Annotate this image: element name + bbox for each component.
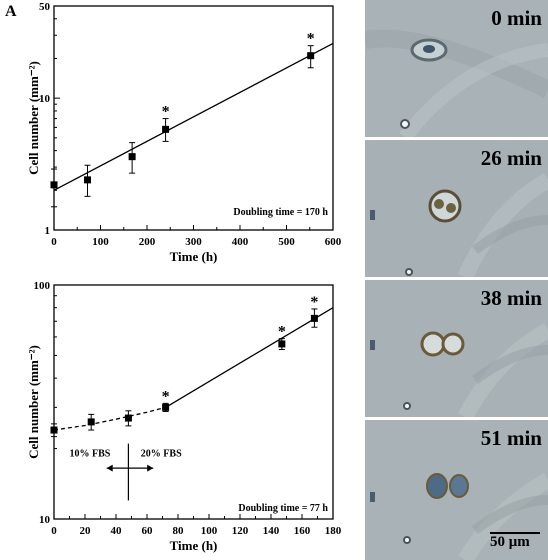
x-tick-label: 140 [263, 525, 280, 537]
data-point [128, 153, 136, 161]
x-tick-label: 500 [278, 236, 295, 248]
micrograph-1-image [365, 140, 548, 277]
panel-a-letter: A [5, 3, 17, 20]
micrograph-divider [365, 137, 548, 140]
significance-mark: * [162, 388, 170, 405]
x-tick-label: 0 [51, 525, 57, 537]
micrograph-2-image [365, 280, 548, 417]
data-point [83, 176, 91, 184]
micrograph-1-time: 26 min [480, 146, 542, 170]
data-point [87, 418, 95, 426]
y-axis-label: Cell number (mm⁻²) [26, 61, 41, 175]
y-tick-label: 10 [39, 514, 51, 526]
x-tick-label: 180 [325, 525, 342, 537]
plot-frame [53, 5, 334, 231]
x-tick-label: 0 [51, 236, 57, 248]
significance-mark: * [310, 294, 318, 311]
doubling-time-annotation: Doubling time = 77 h [238, 503, 328, 514]
y-tick-label: 1 [45, 225, 51, 237]
significance-mark: * [162, 104, 170, 121]
micrograph-3-time: 51 min [480, 426, 542, 450]
fit-line [165, 307, 334, 408]
micrograph-divider [365, 277, 548, 280]
x-tick-label: 40 [111, 525, 123, 537]
data-point [50, 181, 58, 189]
micrograph-divider [365, 417, 548, 420]
doubling-time-annotation: Doubling time = 170 h [233, 207, 328, 218]
micrograph-1: 26 min [365, 140, 548, 277]
fit-line [53, 406, 166, 431]
data-point [162, 125, 170, 133]
x-tick-label: 100 [92, 236, 109, 248]
arrowhead-right [147, 464, 154, 472]
condition-right-label: 20% FBS [141, 448, 182, 459]
x-axis-label: Time (h) [170, 249, 218, 264]
data-point [162, 403, 170, 411]
x-tick-label: 100 [201, 525, 218, 537]
x-axis-label: Time (h) [170, 538, 218, 553]
y-tick-label: 50 [39, 1, 51, 13]
y-tick-label: 100 [34, 280, 51, 292]
x-tick-label: 600 [325, 236, 342, 248]
x-tick-label: 60 [142, 525, 154, 537]
x-tick-label: 300 [185, 236, 202, 248]
data-point [50, 426, 58, 434]
scale-bar-line [490, 532, 540, 534]
arrowhead-left [106, 464, 113, 472]
x-tick-label: 120 [232, 525, 249, 537]
x-tick-label: 400 [232, 236, 249, 248]
scale-bar-label: 50 μm [490, 534, 530, 550]
condition-left-label: 10% FBS [70, 448, 111, 459]
data-point [310, 314, 318, 322]
data-point [278, 340, 286, 348]
micrograph-0-image [365, 0, 548, 137]
significance-mark: * [278, 324, 286, 341]
growth-chart-bottom: 0 20 40 60 80 100 120 140 160 180 10 100 * * * Time (… [26, 280, 342, 553]
x-tick-label: 160 [294, 525, 311, 537]
y-axis-label: Cell number (mm⁻²) [26, 345, 41, 459]
plot-frame [53, 284, 334, 520]
data-point [124, 414, 132, 422]
x-tick-label: 20 [80, 525, 92, 537]
micrograph-3-image [365, 420, 548, 560]
fit-line [53, 42, 334, 191]
micrograph-3: 51 min [365, 420, 548, 560]
y-tick-label: 10 [39, 93, 51, 105]
x-tick-label: 200 [139, 236, 156, 248]
x-tick-label: 80 [173, 525, 185, 537]
micrograph-2-time: 38 min [480, 286, 542, 310]
data-point [307, 52, 315, 60]
growth-chart-top: 0 100 200 300 400 500 600 1 10 50 * * Time (h) Cell… [26, 1, 342, 264]
micrograph-2: 38 min [365, 280, 548, 417]
significance-mark: * [307, 31, 315, 48]
micrograph-0-time: 0 min [491, 6, 542, 30]
micrograph-0: 0 min [365, 0, 548, 137]
